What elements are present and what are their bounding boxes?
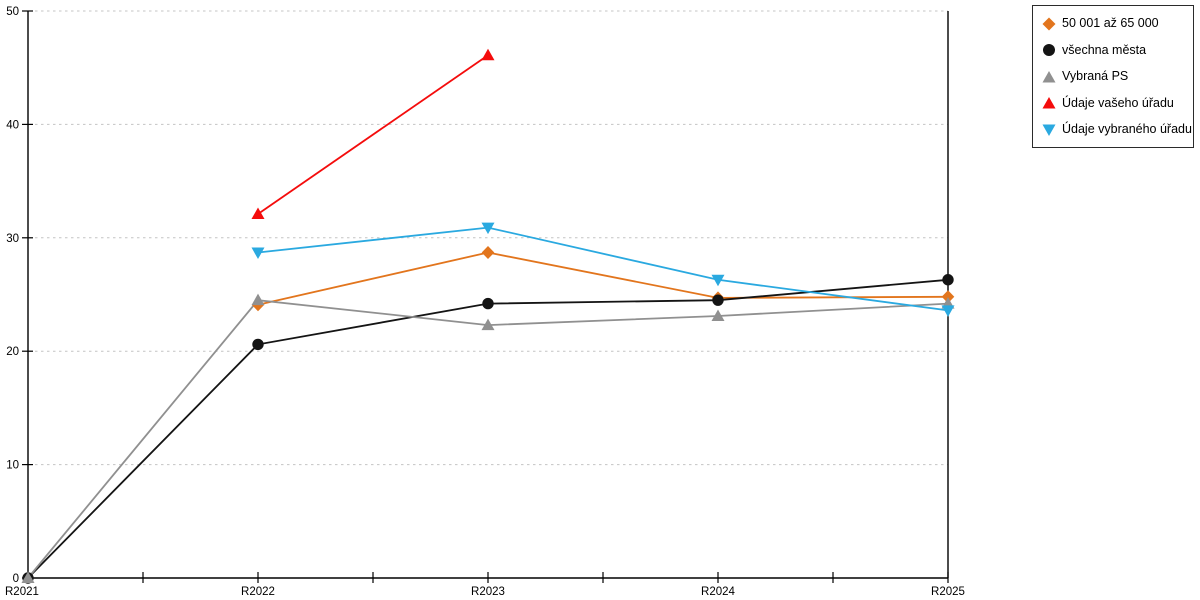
- x-tick-label: R2023: [471, 586, 505, 598]
- legend-item: Údaje vašeho úřadu: [1042, 95, 1185, 112]
- data-point: [941, 305, 955, 317]
- y-tick-label: 20: [6, 346, 19, 358]
- y-tick-label: 30: [6, 233, 19, 245]
- data-point: [481, 48, 495, 61]
- data-point: [251, 207, 265, 219]
- data-point: [711, 309, 725, 322]
- legend-item-label: Vybraná PS: [1062, 69, 1129, 83]
- data-point: [942, 274, 954, 286]
- legend-item-label: Údaje vašeho úřadu: [1062, 95, 1174, 110]
- x-tick-label: R2022: [241, 586, 275, 598]
- diamond-icon: [1042, 17, 1056, 30]
- data-point: [482, 297, 494, 310]
- triangle-up-icon: [1042, 97, 1056, 109]
- series-line-0: [257, 251, 949, 306]
- legend-item: 50 001 až 65 000: [1042, 15, 1185, 32]
- series-line-4: [257, 226, 949, 312]
- x-tick-label: R2025: [931, 586, 965, 598]
- data-point: [941, 290, 955, 304]
- x-tick-label: R2024: [701, 586, 735, 598]
- data-point: [251, 247, 265, 260]
- legend: 50 001 až 65 000 všechna města Vybraná PS Ú…: [1032, 5, 1194, 148]
- legend-item-label: všechna města: [1062, 42, 1147, 57]
- legend-item: Vybraná PS: [1042, 68, 1185, 85]
- y-tick-label: 40: [6, 119, 19, 131]
- y-tick-label: 10: [6, 460, 19, 472]
- data-point: [251, 293, 265, 306]
- y-tick-label: 50: [6, 6, 19, 18]
- data-point: [481, 222, 495, 235]
- data-point: [252, 338, 264, 351]
- legend-item-label: 50 001 až 65 000: [1062, 16, 1159, 30]
- data-point: [21, 571, 35, 583]
- y-tick-label: 0: [13, 573, 19, 585]
- data-point: [481, 246, 495, 260]
- series-line-3: [257, 54, 489, 215]
- data-point: [481, 318, 495, 331]
- data-point: [712, 294, 724, 306]
- x-tick-label: R2021: [5, 586, 39, 598]
- triangle-up-icon: [1042, 70, 1056, 82]
- data-point: [711, 274, 725, 287]
- circle-icon: [1043, 44, 1055, 56]
- legend-item-label: Údaje vybraného úřadu: [1062, 122, 1192, 136]
- legend-item: Údaje vybraného úřadu: [1042, 121, 1192, 138]
- legend-item: všechna města: [1042, 42, 1185, 59]
- triangle-down-icon: [1042, 124, 1056, 136]
